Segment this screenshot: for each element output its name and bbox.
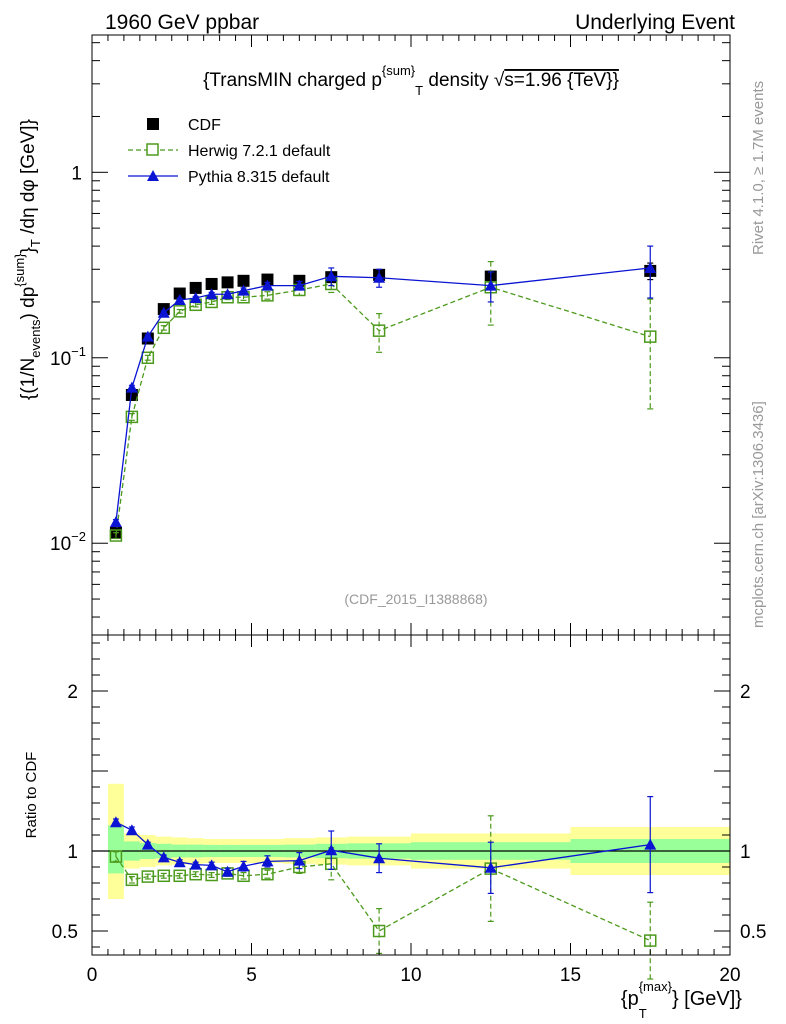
main-data-point [173,287,186,300]
legend: CDF Herwig 7.2.1 default Pythia 8.315 de… [128,117,331,186]
ratio-data-point [157,869,171,883]
main-panel: 10−2 10−1 1 {TransMIN charged p{sum}T dens… [12,34,731,636]
ratio-data-point [484,861,497,873]
main-data-point [173,293,186,305]
legend-herwig-label: Herwig 7.2.1 default [188,143,331,160]
ratio-data-point [189,858,202,870]
ratio-y-tick-label: 2 [67,682,78,703]
main-data-point [157,306,170,318]
legend-cdf-label: CDF [188,117,221,134]
main-data-point [293,279,306,291]
main-data-point [221,276,234,289]
main-data-point [141,330,154,342]
ratio-data-point [141,838,154,850]
main-data-point [189,281,202,294]
main-data-point [373,271,386,283]
main-data-point [125,381,138,393]
ratio-data-point [141,870,155,883]
main-data-point [325,270,338,282]
main-y-tick-label: 10−2 [50,529,86,555]
main-data [109,245,657,542]
ratio-data-point [644,838,657,850]
main-data-point [261,279,274,291]
main-data-point [372,324,386,337]
main-data-point [157,321,171,335]
ratio-y-tick-label-right: 1 [740,842,751,863]
rivet-label: Rivet 4.1.0, ≥ 1.7M events [750,81,767,255]
main-data-point [237,274,250,287]
x-tick-label: 5 [246,965,257,986]
legend-cdf-marker [147,118,159,130]
ratio-y-tick-label: 1 [67,842,78,863]
main-data-point [141,351,155,365]
main-data-point [221,288,234,300]
main-data-point [205,277,218,290]
ratio-y-tick-label: 0.5 [52,922,78,943]
ratio-data-point [109,816,122,828]
main-axis-ticks: 10−2 10−1 1 [50,35,731,635]
main-data-point [237,284,250,296]
ratio-band-green [107,825,124,874]
main-y-axis-label: {(1/Nevents) dp{sum}}T /dη dφ [GeV]} [12,119,43,400]
header-right: Underlying Event [575,11,735,34]
main-data-point [205,288,218,300]
main-data-point [189,292,202,304]
main-y-tick-label: 1 [71,163,82,184]
ratio-data-point [293,854,306,866]
ratio-data-point [325,844,338,856]
ratio-data-point [261,867,274,881]
main-y-tick-label: 10−1 [50,344,86,370]
main-osq-series-line [115,283,651,536]
ratio-data-point [109,850,123,863]
ratio-data-point [173,869,186,883]
mcplots-label: mcplots.cern.ch [arXiv:1306.3436] [750,401,767,628]
ratio-y-tick-label-right: 2 [740,682,751,703]
x-tick-label: 10 [400,965,421,986]
ratio-bands [107,783,730,899]
ratio-data-point [173,856,186,868]
ratio-data-point [644,934,657,947]
ratio-axis-ticks: 0 5 10 15 20 0.5 0.5 1 1 2 2 [52,635,766,986]
legend-herwig-marker [146,143,159,156]
legend-pythia-marker [147,170,159,181]
header-left: 1960 GeV ppbar [105,11,259,34]
ratio-data-point [205,859,218,871]
ratio-plot-frame [91,634,731,956]
x-tick-label: 0 [87,965,98,986]
ratio-data-point [261,855,274,867]
main-data-point [125,410,139,424]
ratio-y-tick-label-right: 0.5 [740,922,766,943]
ratio-data-point [125,873,139,887]
ratio-data-point [221,865,234,877]
main-data-point [484,279,497,291]
main-data-point [644,261,657,273]
plot-title: {TransMIN charged p{sum}T density √s=1.9… [203,63,619,98]
ratio-panel: 0 5 10 15 20 0.5 0.5 1 1 2 2 Ratio to CDF [23,634,766,986]
x-axis-label: {pT{max}} [GeV]} [621,979,742,1021]
x-tick-label: 20 [719,965,740,986]
main-data-point [173,305,186,318]
ratio-data-point [372,924,386,938]
ratio-data [92,795,730,980]
ratio-data-point [237,860,250,872]
ratio-data-point [373,852,386,864]
legend-pythia-label: Pythia 8.315 default [188,169,330,186]
analysis-watermark: (CDF_2015_I1388868) [344,591,487,607]
main-data-point [109,516,122,528]
x-tick-label: 15 [560,965,581,986]
ratio-data-point [125,824,138,836]
ratio-data-point [157,851,170,863]
ratio-y-axis-label: Ratio to CDF [23,752,40,839]
main-data-point [644,330,657,343]
main-data-point [109,529,123,542]
